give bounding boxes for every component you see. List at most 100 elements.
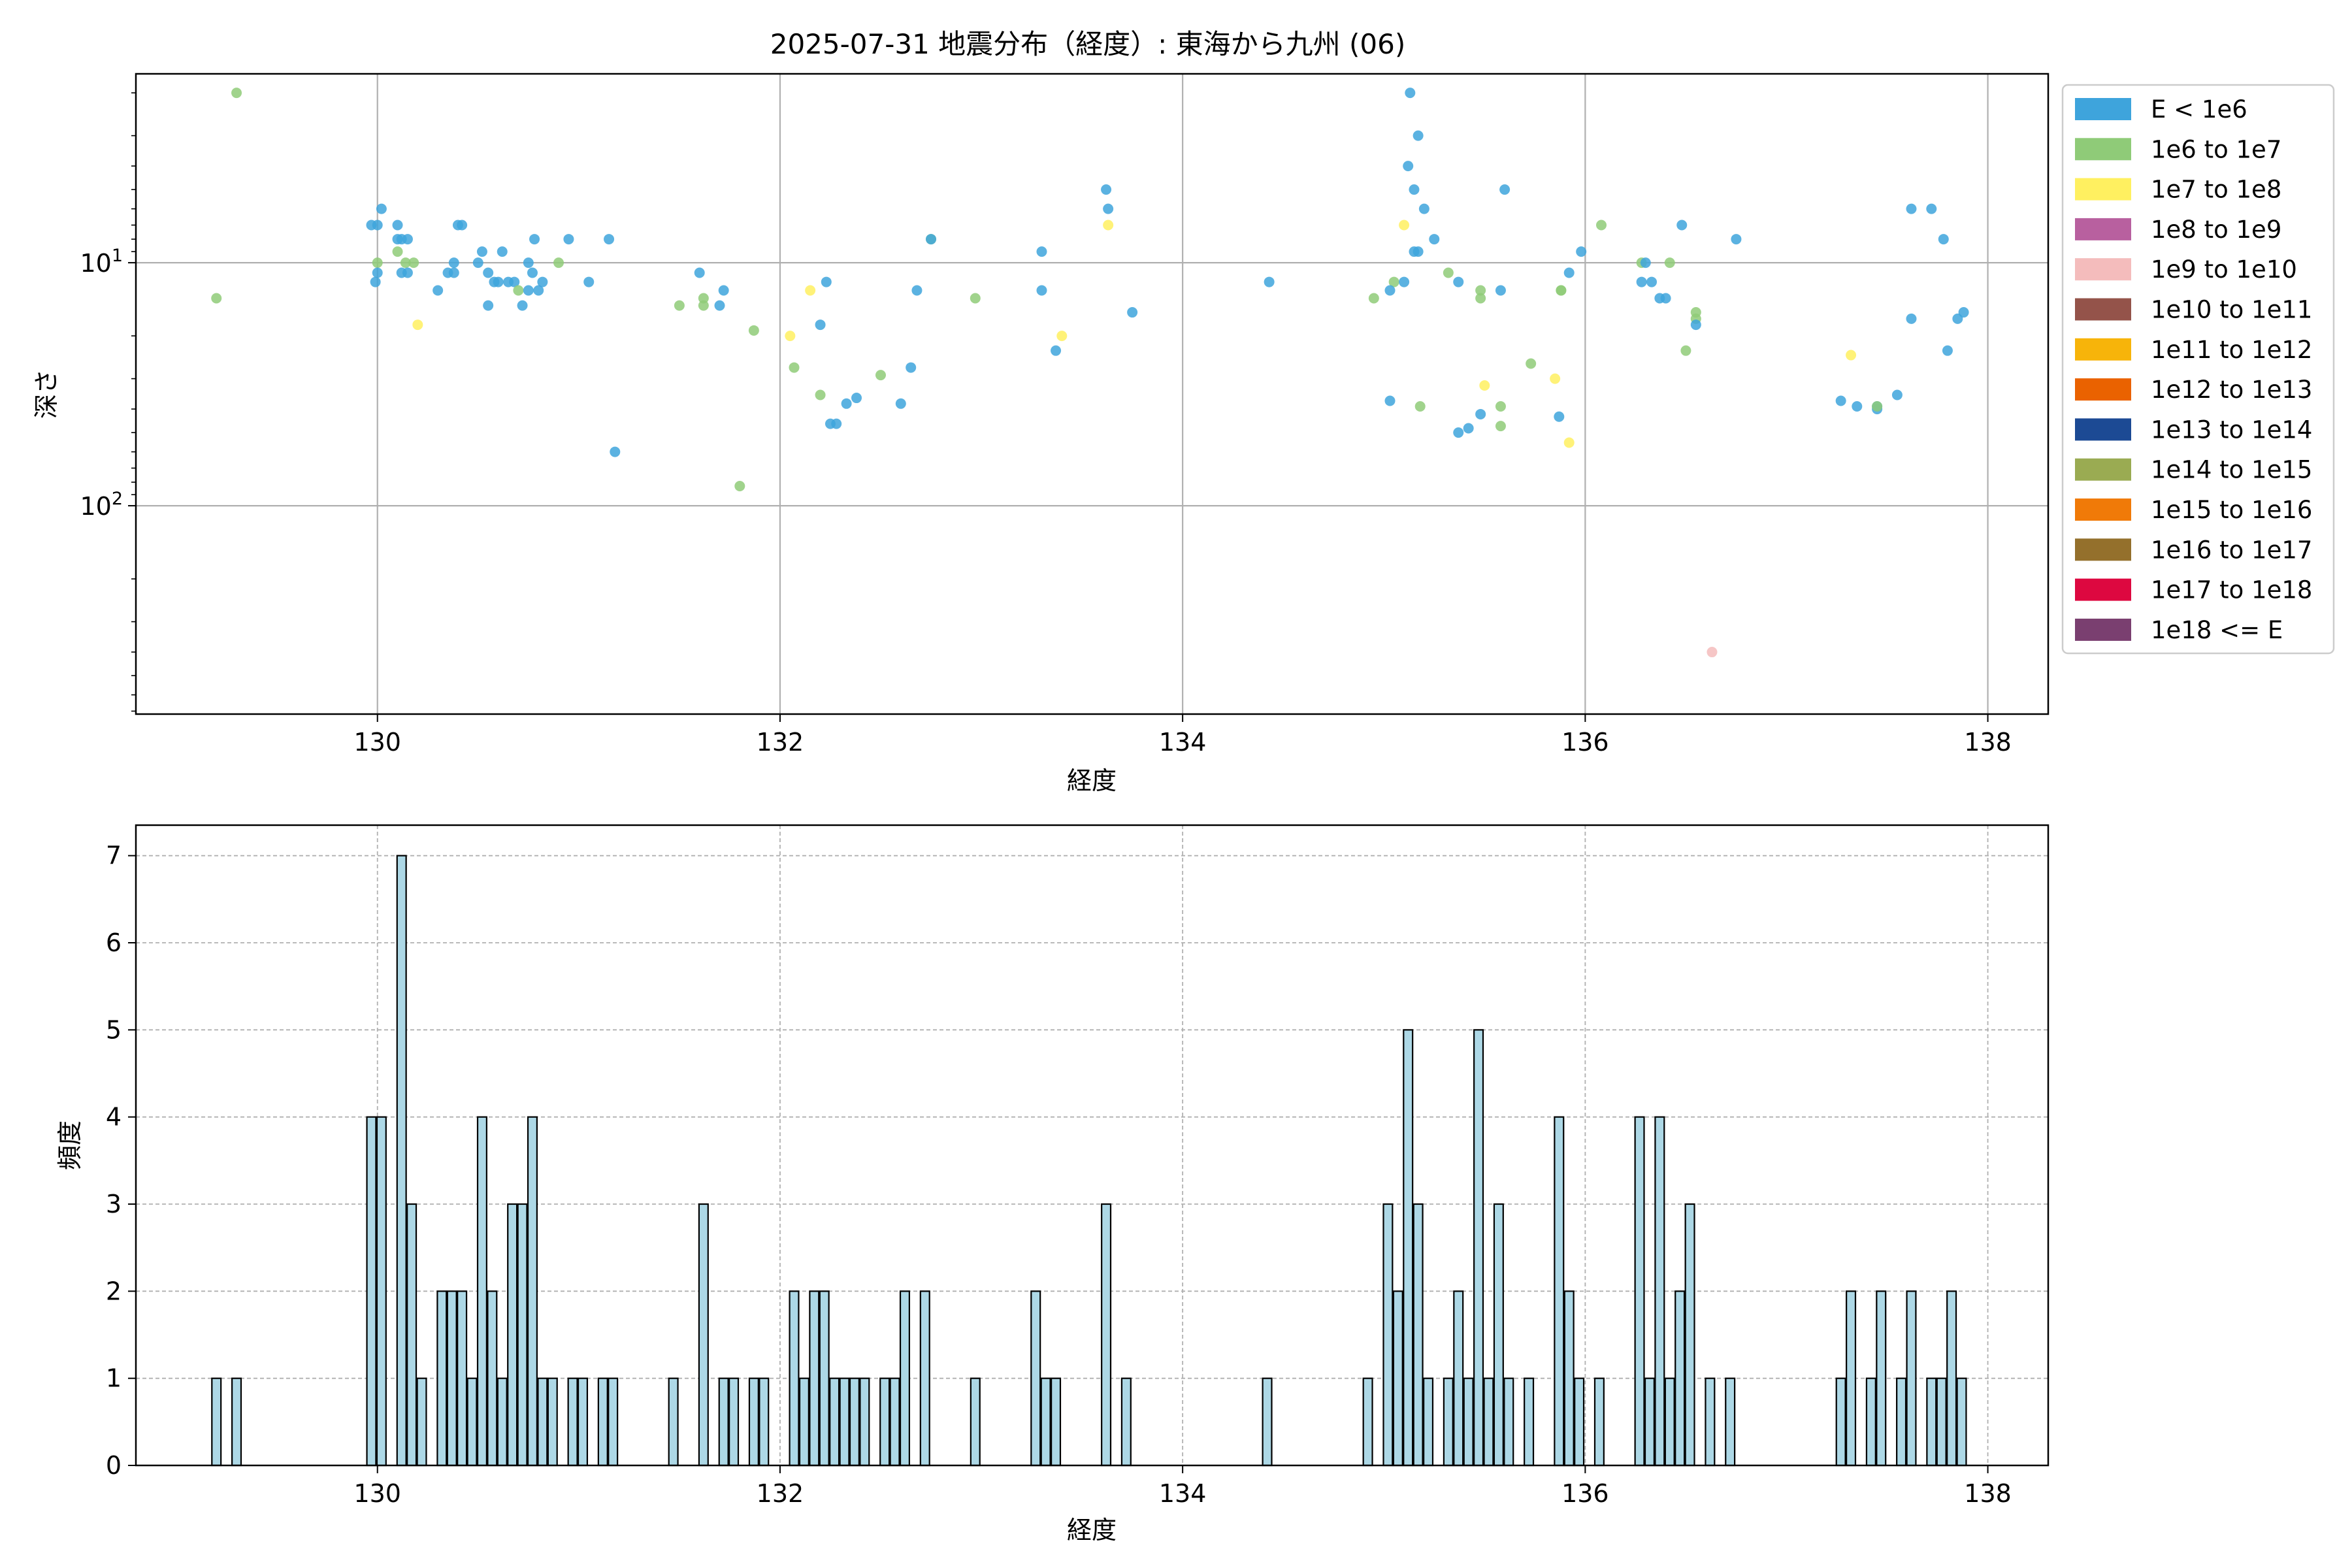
scatter-point (1429, 234, 1440, 245)
scatter-point (1495, 421, 1506, 432)
scatter-point (610, 446, 621, 457)
legend-swatch (2075, 418, 2131, 441)
scatter-points (211, 88, 1969, 658)
histogram-bar (416, 1377, 427, 1467)
scatter-point (851, 393, 862, 404)
scatter-point (748, 325, 759, 336)
histogram-bar (1654, 1116, 1665, 1467)
scatter-x-tick-label: 134 (1159, 728, 1207, 757)
scatter-point (1646, 276, 1658, 287)
scatter-point (370, 276, 381, 287)
scatter-point (815, 319, 826, 331)
scatter-point (815, 389, 826, 400)
scatter-point (400, 257, 411, 269)
scatter-point (1554, 411, 1565, 422)
histogram-bar (1413, 1203, 1424, 1467)
scatter-point (1403, 161, 1414, 172)
legend-swatch (2075, 578, 2131, 601)
scatter-point (1640, 257, 1651, 269)
histogram-y-tick-label: 6 (106, 928, 122, 957)
scatter-point (231, 88, 242, 99)
scatter-point (1846, 350, 1857, 361)
scatter-point (563, 234, 574, 245)
scatter-point (472, 257, 483, 269)
histogram-bar (517, 1203, 528, 1467)
histogram-bar (899, 1290, 910, 1467)
histogram-bar (497, 1377, 508, 1467)
histogram-bar (668, 1377, 679, 1467)
legend-swatch (2075, 378, 2131, 401)
histogram-bar (819, 1290, 830, 1467)
scatter-y-axis-label: 深さ (32, 369, 61, 419)
histogram-bar (1926, 1377, 1937, 1467)
histogram-bar (798, 1377, 809, 1467)
legend-label: 1e17 to 1e18 (2151, 576, 2312, 604)
legend-label: 1e16 to 1e17 (2151, 536, 2312, 564)
scatter-point (1056, 331, 1068, 342)
scatter-point (517, 300, 528, 311)
scatter-point (694, 267, 705, 278)
histogram-bar (1503, 1377, 1514, 1467)
histogram-bar (527, 1116, 538, 1467)
histogram-bar (1403, 1029, 1414, 1467)
histogram-bar (1725, 1377, 1736, 1467)
legend-swatch (2075, 218, 2131, 240)
scatter-point (1453, 276, 1464, 287)
scatter-point (1495, 285, 1506, 296)
histogram-bar (829, 1377, 840, 1467)
histogram-plot-area (136, 825, 2048, 1465)
histogram-bar (1634, 1116, 1645, 1467)
histogram-bar (839, 1377, 850, 1467)
scatter-point (1556, 285, 1567, 296)
histogram-bar (889, 1377, 900, 1467)
scatter-point (1475, 285, 1486, 296)
histogram-bar (1051, 1377, 1062, 1467)
histogram-bar (698, 1203, 709, 1467)
scatter-point (895, 398, 906, 409)
histogram-y-tick-label: 0 (106, 1451, 122, 1480)
legend-label: 1e12 to 1e13 (2151, 376, 2312, 404)
histogram-bar (1674, 1290, 1686, 1467)
legend-swatch (2075, 498, 2131, 521)
histogram-y-tick-label: 5 (106, 1015, 122, 1044)
legend-label: 1e7 to 1e8 (2151, 176, 2281, 204)
scatter-point (1906, 313, 1917, 324)
scatter-point (841, 398, 852, 409)
scatter-x-tick-label: 130 (353, 728, 401, 757)
histogram-bar (1262, 1377, 1273, 1467)
scatter-point (831, 418, 842, 429)
histogram-bar (970, 1377, 981, 1467)
scatter-point (1942, 345, 1953, 356)
legend-label: 1e6 to 1e7 (2151, 135, 2281, 163)
scatter-point (402, 234, 413, 245)
histogram-bar (466, 1377, 478, 1467)
scatter-point (1872, 400, 1883, 412)
scatter-point (1036, 285, 1047, 296)
scatter-y-tick-label: 102 (80, 489, 123, 521)
legend-swatch (2075, 138, 2131, 161)
histogram-bar (406, 1203, 417, 1467)
scatter-point (1418, 203, 1429, 214)
scatter-point (448, 267, 459, 278)
legend-entries: E < 1e6 1e6 to 1e7 1e7 to 1e8 1e8 to 1e9 1e9… (2075, 95, 2312, 644)
histogram-bar (1906, 1290, 1917, 1467)
scatter-point (412, 319, 423, 331)
histogram-x-tick-label: 130 (353, 1479, 401, 1508)
histogram-bar (507, 1203, 518, 1467)
histogram-bar (211, 1377, 222, 1467)
scatter-point (1127, 307, 1138, 318)
histogram-bar (1644, 1377, 1655, 1467)
histogram-bar (446, 1290, 457, 1467)
scatter-point (1453, 427, 1464, 438)
histogram-x-axis-label: 経度 (1067, 1516, 1117, 1544)
scatter-point (483, 267, 494, 278)
legend-label: 1e15 to 1e16 (2151, 496, 2312, 524)
scatter-point (1563, 437, 1575, 448)
scatter-point (457, 220, 468, 231)
scatter-point (392, 246, 403, 257)
scatter-point (1479, 380, 1490, 391)
histogram-bar (1483, 1377, 1494, 1467)
histogram-bar (436, 1290, 448, 1467)
legend-swatch (2075, 458, 2131, 481)
